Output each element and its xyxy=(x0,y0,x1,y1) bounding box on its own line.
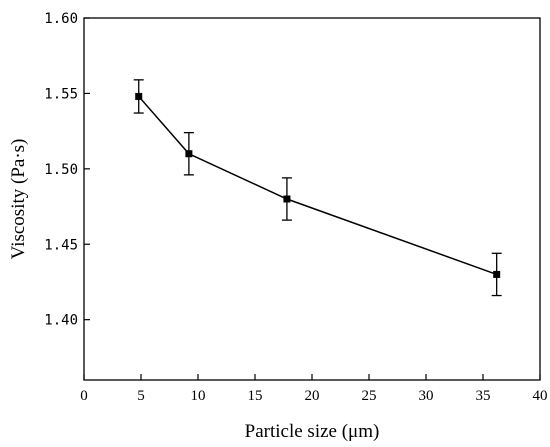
x-tick-label: 15 xyxy=(248,388,263,404)
x-tick-label: 20 xyxy=(305,388,320,404)
y-tick-label: 1.45 xyxy=(44,237,78,253)
y-tick-label: 1.60 xyxy=(44,11,78,27)
plot-area: 0 5 10 15 20 25 30 35 40 1.40 1.45 1.50 1.55 1.60 xyxy=(44,11,547,404)
x-tick-label: 40 xyxy=(533,388,548,404)
y-tick-label: 1.50 xyxy=(44,162,78,178)
data-point xyxy=(493,270,501,278)
series-line xyxy=(138,95,497,276)
x-tick-label: 35 xyxy=(476,388,491,404)
x-tick-label: 10 xyxy=(191,388,206,404)
y-tick-label: 1.55 xyxy=(44,86,78,102)
x-tick-label: 25 xyxy=(362,388,377,404)
y-axis-title: Viscosity (Pa·s) xyxy=(8,139,29,260)
x-tick-label: 30 xyxy=(419,388,434,404)
x-axis-title: Particle size (μm) xyxy=(245,421,380,442)
y-tick-label: 1.40 xyxy=(44,313,78,329)
data-point xyxy=(135,92,143,100)
plot-frame xyxy=(83,17,541,381)
x-tick-label: 5 xyxy=(137,388,145,404)
x-tick-label: 0 xyxy=(80,388,88,404)
data-point xyxy=(283,195,291,203)
data-point xyxy=(185,150,193,158)
